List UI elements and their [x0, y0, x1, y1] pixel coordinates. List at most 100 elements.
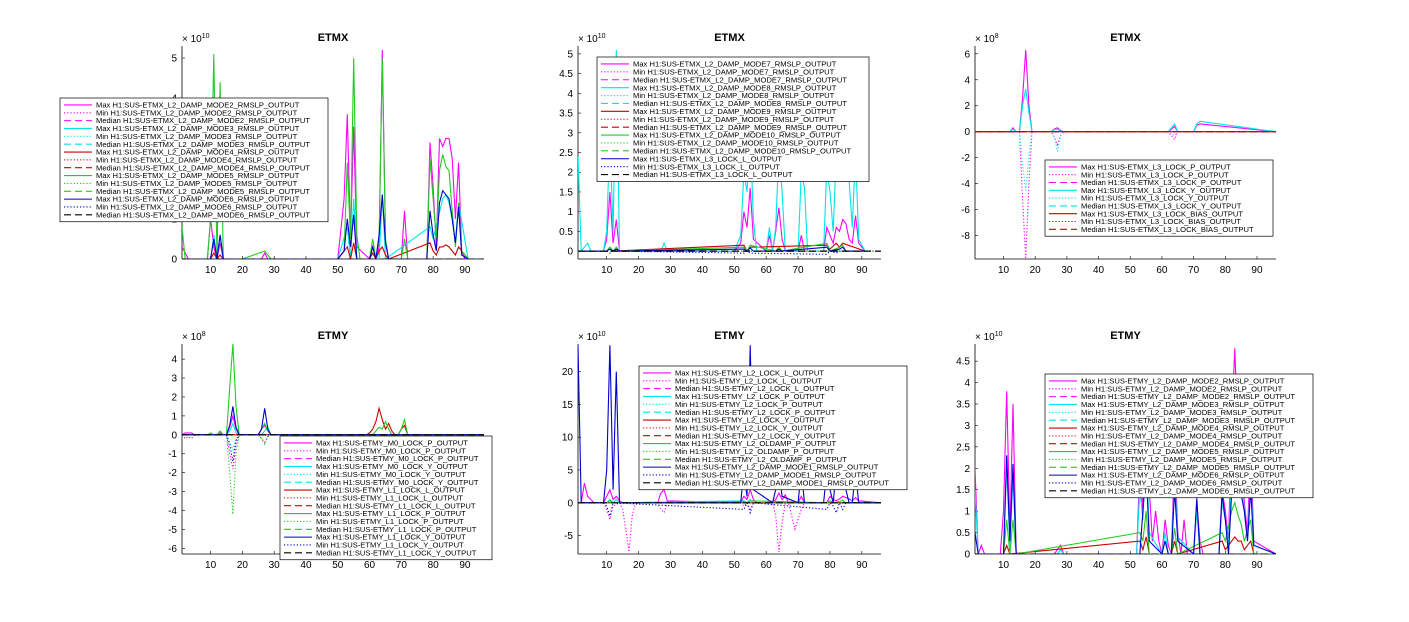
legend-label: Max H1:SUS-ETMY_L2_DAMP_MODE1_RMSLP_OUTP… [675, 463, 879, 472]
legend-label: Median H1:SUS-ETMX_L3_LOCK_Y_OUTPUT [1081, 202, 1242, 211]
x-tick-label: 30 [1061, 560, 1073, 571]
legend-label: Median H1:SUS-ETMY_L1_LOCK_Y_OUTPUT [316, 548, 477, 557]
chart-title: ETMY [714, 330, 745, 342]
series-line [578, 187, 866, 253]
legend-label: Max H1:SUS-ETMX_L3_LOCK_L_OUTPUT [633, 154, 782, 163]
legend-label: Min H1:SUS-ETMX_L3_LOCK_P_OUTPUT [1081, 170, 1229, 179]
chart-title: ETMY [1110, 330, 1141, 342]
y-tick-label: 4 [964, 75, 970, 86]
legend-label: Max H1:SUS-ETMX_L2_DAMP_MODE3_RMSLP_OUTP… [96, 124, 300, 133]
x-tick-label: 90 [856, 265, 868, 276]
x-tick-label: 20 [1030, 265, 1042, 276]
legend-label: Median H1:SUS-ETMX_L2_DAMP_MODE6_RMSLP_O… [96, 210, 310, 219]
legend-label: Min H1:SUS-ETMX_L3_LOCK_BIAS_OUTPUT [1081, 217, 1241, 226]
legend-label: Median H1:SUS-ETMY_L2_OLDAMP_P_OUTPUT [675, 455, 847, 464]
legend-label: Max H1:SUS-ETMX_L2_DAMP_MODE8_RMSLP_OUTP… [633, 83, 837, 92]
legend-label: Max H1:SUS-ETMY_L2_DAMP_MODE6_RMSLP_OUTP… [1081, 471, 1285, 480]
legend-label: Median H1:SUS-ETMX_L2_DAMP_MODE3_RMSLP_O… [96, 140, 310, 149]
subplot-5: 10 20 30 40 50 60 70 80 90 -5 0 5 10 15 20 × 1010 ETMY Ma… [562, 330, 908, 571]
legend-label: Max H1:SUS-ETMX_L2_DAMP_MODE9_RMSLP_OUTP… [633, 107, 837, 116]
legend-label: Max H1:SUS-ETMX_L2_DAMP_MODE10_RMSLP_OUT… [633, 131, 841, 140]
legend-label: Max H1:SUS-ETMY_L2_LOCK_L_OUTPUT [675, 369, 824, 378]
legend-label: Min H1:SUS-ETMX_L2_DAMP_MODE7_RMSLP_OUTP… [633, 67, 835, 76]
y-tick-label: 2 [964, 101, 970, 112]
legend-label: Min H1:SUS-ETMX_L2_DAMP_MODE2_RMSLP_OUTP… [96, 108, 298, 117]
legend-label: Median H1:SUS-ETMY_L2_DAMP_MODE1_RMSLP_O… [675, 478, 889, 487]
chart-title: ETMX [714, 32, 745, 44]
x-tick-label: 70 [1188, 560, 1200, 571]
axis-exponent-label: × 108 [975, 33, 999, 45]
x-tick-label: 70 [793, 265, 805, 276]
legend-label: Median H1:SUS-ETMX_L2_DAMP_MODE10_RMSLP_… [633, 146, 852, 155]
y-tick-label: 2.5 [956, 442, 970, 453]
legend-label: Max H1:SUS-ETMY_L1_LOCK_L_OUTPUT [316, 486, 465, 495]
x-tick-label: 50 [332, 265, 344, 276]
legend-label: Median H1:SUS-ETMY_M0_LOCK_Y_OUTPUT [316, 478, 479, 487]
series-line [578, 499, 881, 504]
y-tick-label: 5 [171, 54, 177, 65]
x-tick-label: 30 [1061, 265, 1073, 276]
y-tick-label: 5 [567, 466, 573, 477]
plot-area [975, 49, 1276, 259]
legend: Max H1:SUS-ETMY_L2_DAMP_MODE2_RMSLP_OUTP… [1044, 373, 1314, 499]
legend-label: Min H1:SUS-ETMY_L1_LOCK_L_OUTPUT [316, 493, 463, 502]
legend-label: Min H1:SUS-ETMY_L2_DAMP_MODE5_RMSLP_OUTP… [1081, 455, 1283, 464]
chart-title: ETMX [1110, 32, 1141, 44]
y-tick-label: 1.5 [559, 187, 573, 198]
plot-area [578, 49, 881, 255]
y-tick-label: -8 [961, 231, 970, 242]
series-line [182, 242, 469, 259]
y-tick-label: 5 [567, 49, 573, 60]
legend-label: Median H1:SUS-ETMY_L2_LOCK_P_OUTPUT [675, 408, 836, 417]
legend-label: Median H1:SUS-ETMY_L2_DAMP_MODE4_RMSLP_O… [1081, 439, 1295, 448]
legend-label: Median H1:SUS-ETMX_L2_DAMP_MODE4_RMSLP_O… [96, 163, 310, 172]
subplot-2: 10 20 30 40 50 60 70 80 90 0 0.5 1 1.5 2 2.5 3 3.5 4 4.5 5 ×… [559, 32, 881, 276]
legend-label: Max H1:SUS-ETMX_L2_DAMP_MODE6_RMSLP_OUTP… [96, 195, 300, 204]
legend-label: Median H1:SUS-ETMY_L1_LOCK_P_OUTPUT [316, 525, 477, 534]
y-tick-label: -2 [961, 153, 970, 164]
y-tick-label: 0.5 [559, 227, 573, 238]
x-tick-label: 30 [269, 265, 281, 276]
legend-label: Max H1:SUS-ETMX_L2_DAMP_MODE5_RMSLP_OUTP… [96, 171, 300, 180]
x-tick-label: 90 [1251, 265, 1263, 276]
legend-label: Max H1:SUS-ETMX_L3_LOCK_P_OUTPUT [1081, 163, 1231, 172]
series-line [975, 88, 1276, 133]
axis-exponent-label: × 1010 [578, 331, 606, 343]
x-tick-label: 80 [824, 265, 836, 276]
y-tick-label: 3 [171, 374, 177, 385]
x-tick-label: 80 [1220, 265, 1232, 276]
plot-area [182, 344, 484, 515]
y-tick-label: 2.5 [559, 148, 573, 159]
y-tick-label: 0 [567, 498, 573, 509]
y-tick-label: 4 [171, 355, 177, 366]
x-tick-label: 30 [269, 560, 281, 571]
x-tick-label: 40 [1093, 560, 1105, 571]
x-tick-label: 30 [665, 265, 677, 276]
series-line [578, 250, 866, 255]
legend-label: Min H1:SUS-ETMY_L2_DAMP_MODE3_RMSLP_OUTP… [1081, 408, 1283, 417]
legend-label: Min H1:SUS-ETMX_L3_LOCK_L_OUTPUT [633, 162, 780, 171]
legend-label: Max H1:SUS-ETMX_L3_LOCK_Y_OUTPUT [1081, 186, 1231, 195]
x-tick-label: 10 [998, 560, 1010, 571]
plot-area [182, 49, 484, 259]
y-tick-label: 3 [964, 421, 970, 432]
legend-label: Min H1:SUS-ETMY_L2_DAMP_MODE4_RMSLP_OUTP… [1081, 431, 1283, 440]
subplot-4: 10 20 30 40 50 60 70 80 90 -6 -5 -4 -3 -2 -1 0 1 2 3 4 × 108… [168, 330, 493, 571]
legend-box [279, 435, 493, 561]
x-tick-label: 40 [1093, 265, 1105, 276]
legend-label: Max H1:SUS-ETMY_L2_LOCK_Y_OUTPUT [675, 416, 825, 425]
legend-label: Max H1:SUS-ETMY_L2_DAMP_MODE4_RMSLP_OUTP… [1081, 424, 1285, 433]
x-tick-label: 10 [205, 265, 217, 276]
legend-label: Max H1:SUS-ETMX_L3_LOCK_BIAS_OUTPUT [1081, 209, 1243, 218]
legend-label: Max H1:SUS-ETMY_L2_LOCK_P_OUTPUT [675, 392, 825, 401]
x-tick-label: 50 [729, 560, 741, 571]
legend-label: Max H1:SUS-ETMY_L2_DAMP_MODE2_RMSLP_OUTP… [1081, 377, 1285, 386]
x-tick-label: 80 [824, 560, 836, 571]
x-tick-label: 10 [998, 265, 1010, 276]
legend-label: Median H1:SUS-ETMY_L2_DAMP_MODE6_RMSLP_O… [1081, 486, 1295, 495]
y-tick-label: 15 [562, 400, 574, 411]
legend-label: Max H1:SUS-ETMY_L1_LOCK_P_OUTPUT [316, 509, 466, 518]
legend-label: Min H1:SUS-ETMY_L2_DAMP_MODE2_RMSLP_OUTP… [1081, 384, 1283, 393]
